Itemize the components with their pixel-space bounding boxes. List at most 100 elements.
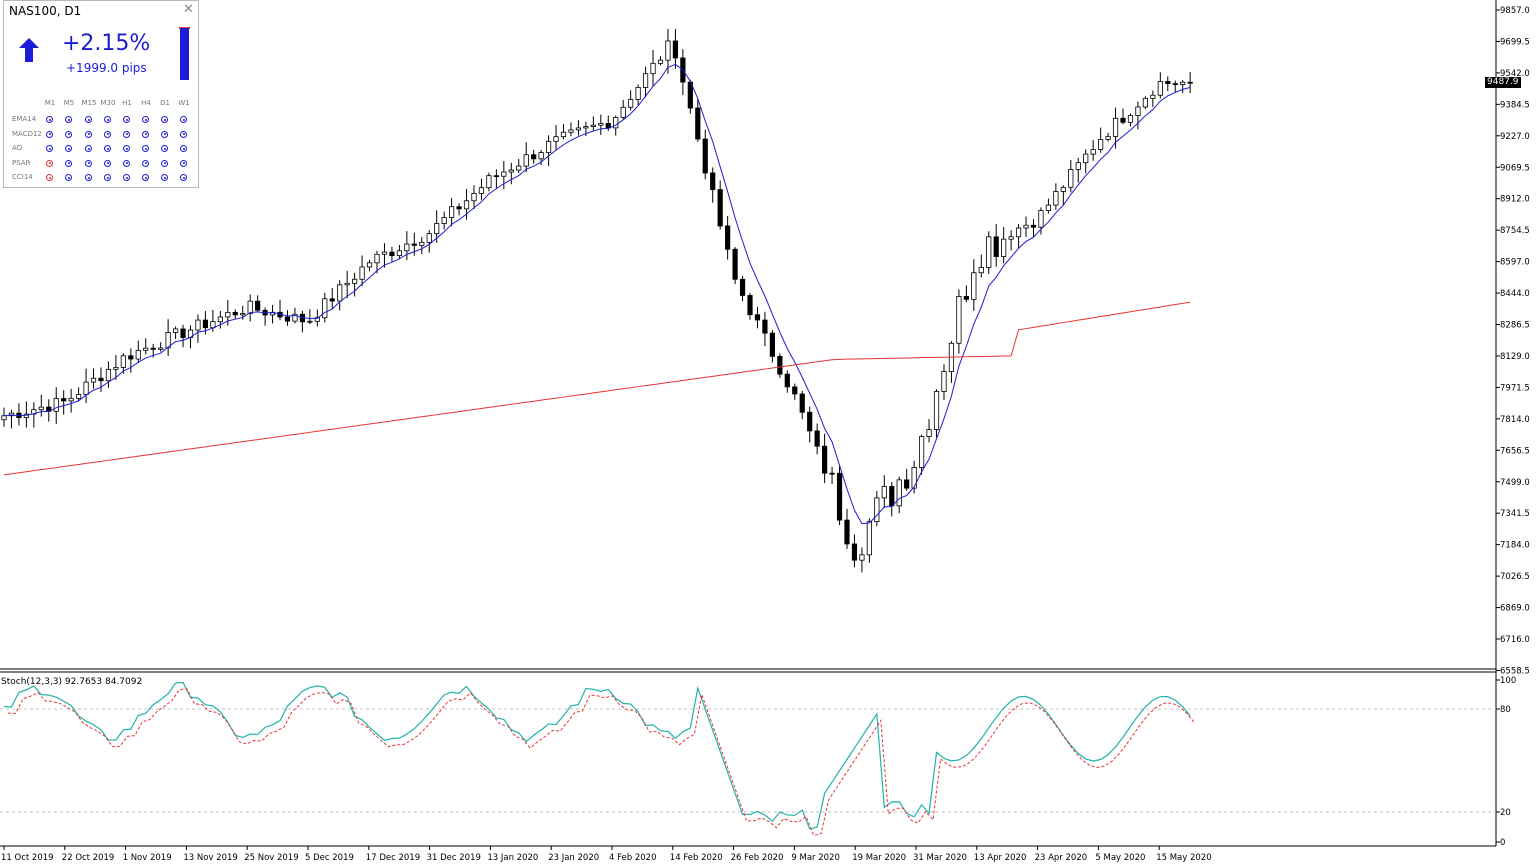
tf-w1: W1 xyxy=(178,99,190,107)
candle xyxy=(568,122,574,137)
change-percent: +2.15% xyxy=(62,31,151,56)
candle xyxy=(1180,79,1186,94)
signal-dot xyxy=(65,130,72,138)
signal-dot xyxy=(180,159,187,167)
signal-dot xyxy=(123,174,130,181)
candle xyxy=(269,304,276,324)
candle xyxy=(389,246,395,262)
price-tick-label: 7814.0 xyxy=(1500,415,1530,425)
indicator-macd12: MACD12 xyxy=(12,129,42,138)
candle xyxy=(657,56,664,66)
candle xyxy=(1172,80,1178,93)
candle xyxy=(1098,127,1104,153)
date-axis[interactable]: 11 Oct 2019 22 Oct 2019 1 Nov 2019 13 Nov 2… xyxy=(1,846,1212,863)
candle xyxy=(792,383,798,400)
price-tick-label: 8597.0 xyxy=(1500,258,1530,268)
signal-dot xyxy=(46,145,53,152)
tf-d1: D1 xyxy=(160,99,170,107)
candle xyxy=(128,348,134,373)
date-tick-label: 19 Mar 2020 xyxy=(852,853,906,863)
price-tick-label: 9227.0 xyxy=(1500,132,1530,142)
candle xyxy=(105,361,112,388)
candle xyxy=(710,167,716,203)
signal-dot xyxy=(161,174,168,181)
price-tick-label: 7656.5 xyxy=(1500,446,1530,456)
candle xyxy=(359,255,365,287)
candle xyxy=(1120,108,1126,125)
price-tick-label: 7026.5 xyxy=(1500,572,1530,582)
candle xyxy=(396,244,402,260)
candle xyxy=(717,180,723,230)
fast-ma-line xyxy=(3,63,1191,525)
candle xyxy=(68,388,74,413)
panel-title: NAS100, D1 xyxy=(9,4,82,18)
signal-dot xyxy=(85,159,92,167)
candle xyxy=(904,468,910,491)
stoch-axis: 100 80 20 0 xyxy=(1496,676,1516,848)
candle xyxy=(1075,157,1081,183)
candle xyxy=(642,66,649,98)
candle xyxy=(777,353,783,378)
candle xyxy=(1,407,7,427)
stoch-main-line xyxy=(3,681,1191,830)
price-tick-label: 8129.0 xyxy=(1500,352,1530,362)
candle xyxy=(799,390,805,420)
close-icon[interactable]: ✕ xyxy=(183,2,194,17)
signal-dot xyxy=(142,174,149,181)
date-tick-label: 15 May 2020 xyxy=(1156,853,1211,863)
price-tick-label: 6869.0 xyxy=(1500,604,1530,614)
signal-dot xyxy=(123,159,130,167)
candle xyxy=(911,460,917,494)
price-tick-label: 8912.0 xyxy=(1500,195,1530,205)
price-tick-label: 7341.5 xyxy=(1500,509,1530,519)
candle xyxy=(8,409,15,429)
stoch-level-label: 100 xyxy=(1500,676,1516,686)
price-tick-label: 9699.5 xyxy=(1500,37,1530,47)
candle xyxy=(1157,72,1163,99)
candle xyxy=(98,367,104,392)
candle xyxy=(486,172,492,192)
candle xyxy=(553,125,559,151)
candle xyxy=(1105,132,1111,142)
candle xyxy=(1127,113,1134,127)
candle xyxy=(918,434,925,475)
stoch-label: Stoch(12,3,3) 92.7653 84.7092 xyxy=(1,677,142,687)
candle xyxy=(665,29,671,74)
price-tick-label: 9857.0 xyxy=(1500,6,1530,16)
indicator-ema14: EMA14 xyxy=(12,115,37,123)
tf-m15: M15 xyxy=(81,99,97,107)
price-tick-label: 7184.0 xyxy=(1500,541,1530,551)
signal-dot xyxy=(123,130,130,138)
date-tick-label: 17 Dec 2019 xyxy=(366,853,420,863)
date-tick-label: 13 Nov 2019 xyxy=(183,853,237,863)
candle xyxy=(1068,160,1074,193)
date-tick-label: 31 Mar 2020 xyxy=(913,853,967,863)
candle xyxy=(366,259,373,272)
date-tick-label: 13 Jan 2020 xyxy=(487,853,538,863)
signal-dot xyxy=(46,116,53,123)
candle xyxy=(1008,230,1014,251)
signal-dot xyxy=(46,130,53,138)
date-tick-label: 23 Apr 2020 xyxy=(1035,853,1088,863)
candle xyxy=(508,162,514,185)
signal-dot xyxy=(85,174,92,181)
candle xyxy=(120,353,126,374)
price-axis[interactable]: 9857.0 9699.5 9542.0 9384.5 9227.0 9069.5 8912… xyxy=(1496,6,1530,676)
candle xyxy=(1038,207,1044,235)
signal-dot xyxy=(65,159,72,167)
candle xyxy=(754,306,761,329)
candle xyxy=(628,90,634,111)
signal-dot xyxy=(123,145,130,152)
candle xyxy=(195,314,201,343)
signal-dot xyxy=(161,116,168,123)
candle xyxy=(1023,216,1029,237)
signal-panel: NAS100, D1 ✕ +2.15% +1999.0 pips M1 M5 M15… xyxy=(3,0,199,188)
candle xyxy=(1045,198,1052,214)
candle xyxy=(329,288,335,309)
candle xyxy=(1187,71,1193,93)
candle xyxy=(1165,76,1171,92)
candle xyxy=(836,465,843,526)
price-tick-label: 6716.0 xyxy=(1500,635,1530,645)
signal-dot xyxy=(180,116,187,123)
